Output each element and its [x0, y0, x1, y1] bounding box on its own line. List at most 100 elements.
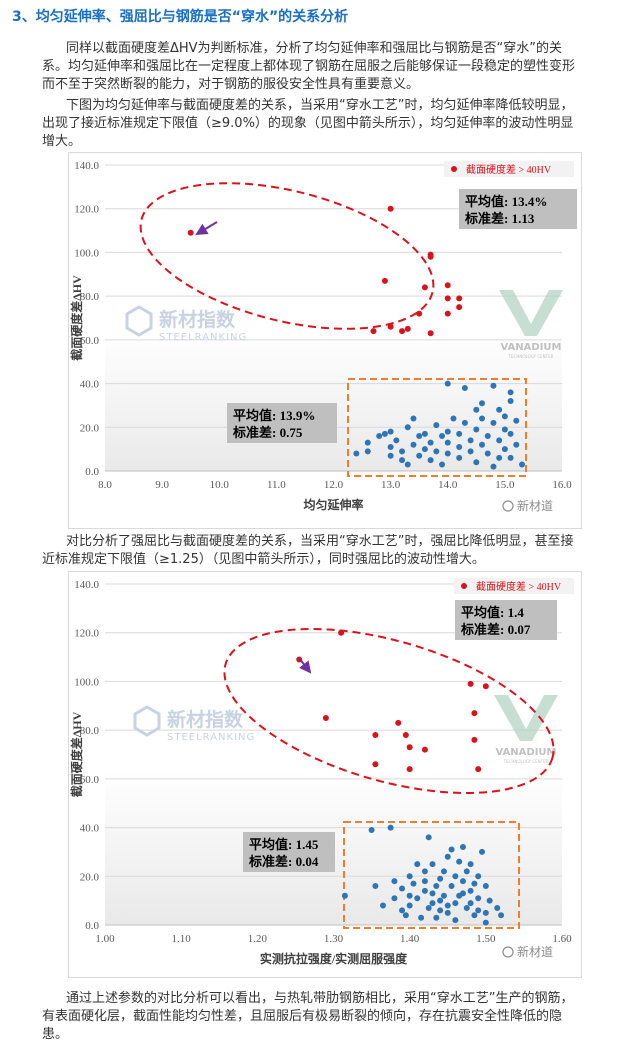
red-data-point [427, 330, 434, 337]
blue-data-point [490, 463, 497, 470]
blue-data-point [452, 900, 459, 907]
blue-data-point [479, 415, 486, 422]
paragraph-line: 患。 [42, 1027, 69, 1042]
blue-data-point [368, 827, 375, 834]
paragraph-line: 增大。 [42, 134, 82, 149]
purple-arrow [195, 221, 218, 236]
x-axis-title: 实测抗拉强度/实测屈服强度 [260, 951, 408, 966]
blue-data-point [406, 873, 413, 880]
red-data-point [387, 205, 394, 212]
blue-data-point [467, 887, 474, 894]
blue-data-point [456, 443, 463, 450]
blue-data-point [425, 904, 432, 911]
blue-data-point [496, 454, 503, 461]
paragraph-4: 通过上述参数的对比分析可以看出，与热轧带肋钢筋相比，采用“穿水工艺”生产的钢筋， [66, 990, 573, 1008]
blue-data-point [461, 419, 468, 426]
blue-data-point [421, 878, 428, 885]
red-data-point [475, 766, 482, 773]
blue-data-point [433, 883, 440, 890]
blue-data-point [433, 448, 440, 455]
blue-data-point [479, 848, 486, 855]
paragraph-3: 对比分析了强屈比与截面硬度差的关系，当采用“穿水工艺”时，强屈比降低明显，甚至接 [66, 533, 573, 551]
blue-data-point [479, 441, 486, 448]
red-data-point [421, 284, 428, 291]
stat-blue-std: 标准差: 0.04 [248, 854, 319, 869]
blue-data-point [427, 439, 434, 446]
blue-data-point [494, 904, 501, 911]
red-data-point [427, 253, 434, 260]
x-tick-label: 1.60 [552, 933, 572, 945]
blue-data-point [471, 912, 478, 919]
red-data-point [372, 761, 379, 768]
y-tick-label: 80.0 [80, 725, 100, 737]
paragraph-1: 同样以截面硬度差ΔHV为判断标准，分析了均匀延伸率和强屈比与钢筋是否“穿水”的关 [66, 40, 562, 58]
blue-data-point [507, 454, 514, 461]
paragraph-line: 出现了接近标准规定下限值（≥9.0%）的现象（见图中箭头所示），均匀延伸率的波动… [42, 116, 574, 131]
blue-data-point [448, 846, 455, 853]
paragraph-line: 对比分析了强屈比与截面硬度差的关系，当采用“穿水工艺”时，强屈比降低明显，甚至接 [66, 534, 574, 549]
legend-marker [461, 583, 467, 589]
red-data-point [444, 295, 451, 302]
blue-data-point [496, 437, 503, 444]
x-tick-label: 8.0 [98, 479, 112, 491]
blue-data-point [414, 861, 421, 868]
blue-data-point [513, 441, 520, 448]
red-data-point [471, 736, 478, 743]
blue-data-point [490, 382, 497, 389]
x-axis-title: 均匀延伸率 [303, 497, 363, 512]
blue-data-point [427, 457, 434, 464]
blue-data-point [444, 439, 451, 446]
y-axis-title: 截面硬度差ΔHV [69, 275, 84, 361]
red-data-point [187, 229, 194, 236]
blue-data-point [496, 406, 503, 413]
blue-data-point [482, 909, 489, 916]
blue-data-point [459, 878, 466, 885]
x-tick-label: 11.0 [267, 479, 286, 491]
paragraph-1-cont: 系。均匀延伸率和强屈比在一定程度上都体现了钢筋在屈服之后能够保证一段稳定的塑性变… [42, 58, 575, 94]
watermark-logo-cn: 新材指数 [167, 708, 244, 731]
blue-data-point [429, 890, 436, 897]
blue-data-point [393, 437, 400, 444]
blue-data-point [440, 868, 447, 875]
x-tick-label: 12.0 [324, 479, 344, 491]
red-data-point [387, 323, 394, 330]
paragraph-line: 有表面硬化层，截面性能均匀性差，且屈服后有极易断裂的倾向，存在抗震安全性降低的隐 [42, 1009, 563, 1024]
blue-data-point [444, 853, 451, 860]
blue-data-point [364, 439, 371, 446]
blue-data-point [421, 887, 428, 894]
red-data-point [372, 732, 379, 739]
red-data-point [406, 744, 413, 751]
blue-data-point [513, 417, 520, 424]
y-tick-label: 120.0 [74, 628, 99, 640]
red-data-point [416, 310, 423, 317]
red-data-point [399, 328, 406, 335]
blue-data-point [387, 452, 394, 459]
blue-data-point [448, 883, 455, 890]
blue-data-point [440, 892, 447, 899]
blue-data-point [429, 861, 436, 868]
blue-data-point [456, 454, 463, 461]
x-tick-label: 1.30 [324, 933, 344, 945]
blue-data-point [421, 430, 428, 437]
paragraph-2: 下图为均匀延伸率与截面硬度差的关系，当采用“穿水工艺”时，均匀延伸率降低较明显， [66, 97, 573, 115]
vanadium-logo-icon [494, 695, 558, 741]
paragraph-3-cont: 近标准规定下限值（≥1.25）（见图中箭头所示），同时强屈比的波动性增大。 [42, 551, 485, 569]
x-tick-label: 1.00 [95, 933, 115, 945]
red-data-point [338, 629, 345, 636]
red-data-point [444, 282, 451, 289]
blue-data-point [380, 902, 387, 909]
blue-data-point [467, 437, 474, 444]
red-data-point [381, 277, 388, 284]
chart-strength-ratio: 0.0 20.0 40.0 60.0 80.0 100.0 120.0 140.0 1.00 1.… [68, 571, 582, 978]
blue-data-point [437, 907, 444, 914]
blue-data-point [467, 861, 474, 868]
chart-elongation-svg: 0.0 20.0 40.0 60.0 80.0 100.0 120.0 140.0 8.0 9.0… [69, 160, 577, 513]
y-tick-label: 80.0 [80, 291, 100, 303]
watermark-brand-sub: TECHNOLOGY CENTER [508, 354, 554, 359]
watermark-corner: 新材道 [517, 498, 553, 513]
blue-data-point [444, 428, 451, 435]
x-tick-label: 9.0 [155, 479, 169, 491]
red-dashed-ellipse [139, 182, 435, 330]
blue-data-point [387, 443, 394, 450]
red-data-point [444, 310, 451, 317]
